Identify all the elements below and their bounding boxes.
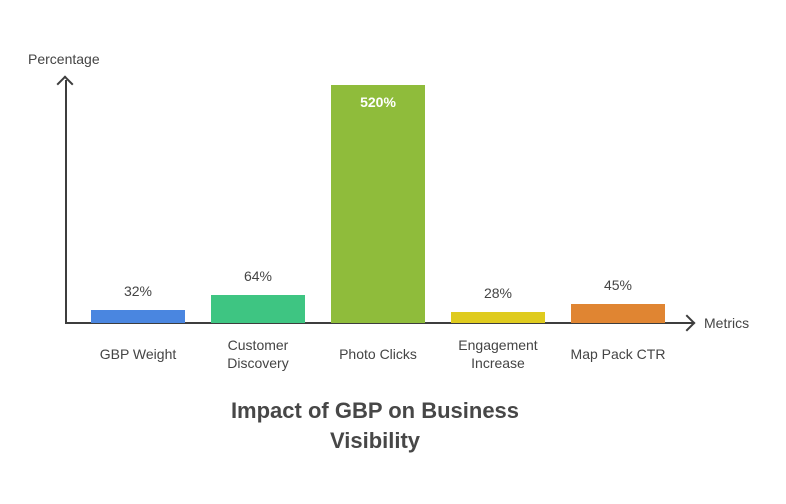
y-axis-line [65, 80, 67, 324]
category-label: Customer Discovery [198, 336, 318, 372]
chart-title: Impact of GBP on Business Visibility [175, 396, 575, 456]
bar-engagement-increase [451, 312, 545, 323]
category-label-line: Customer [227, 337, 289, 353]
x-axis-label: Metrics [704, 315, 750, 331]
bar-value-label: 64% [243, 268, 273, 284]
category-label: Engagement Increase [438, 336, 558, 372]
bar-value-label: 28% [483, 285, 513, 301]
y-axis-label: Percentage [28, 51, 100, 67]
category-label-line: Map Pack CTR [570, 346, 666, 362]
bar-value-label: 520% [360, 94, 396, 110]
bar-gbp-weight [91, 310, 185, 323]
category-label: GBP Weight [78, 345, 198, 363]
bar-value-label: 32% [123, 283, 153, 299]
category-label-line: Increase [471, 355, 525, 371]
x-axis-line [65, 322, 693, 324]
category-label-line: GBP Weight [99, 346, 177, 362]
bar-value-label: 45% [603, 277, 633, 293]
category-label: Map Pack CTR [558, 345, 678, 363]
category-label-line: Photo Clicks [339, 346, 417, 362]
y-axis-arrow-icon [56, 75, 74, 93]
chart-title-line: Impact of GBP on Business [230, 398, 520, 423]
bar-customer-discovery [211, 295, 305, 323]
bar-photo-clicks [331, 85, 425, 323]
category-label-line: Engagement [458, 337, 538, 353]
category-label-line: Discovery [227, 355, 289, 371]
x-axis-arrow-icon [678, 314, 696, 332]
category-label: Photo Clicks [318, 345, 438, 363]
chart-title-line: Visibility [329, 428, 421, 453]
bar-map-pack-ctr [571, 304, 665, 323]
